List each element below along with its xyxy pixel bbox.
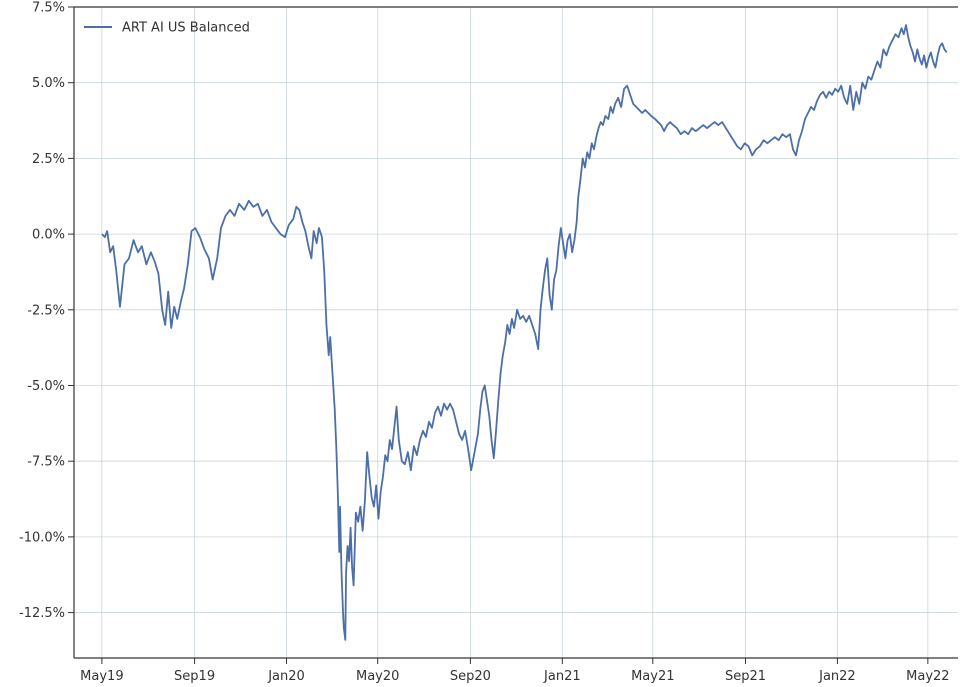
- legend: ART AI US Balanced: [84, 21, 250, 36]
- y-tick-label: 5.0%: [32, 76, 65, 91]
- y-tick-label: -7.5%: [27, 455, 65, 470]
- y-tick-label: -10.0%: [19, 530, 65, 545]
- tick-layer: 7.5% 5.0% 2.5% 0.0% -2.5% -5.0% -7.5% -10.0% -12…: [19, 1, 950, 685]
- x-tick-label: Sep19: [174, 669, 215, 684]
- grid-layer: [74, 6, 958, 658]
- x-tick-label: Sep21: [725, 669, 766, 684]
- legend-label: ART AI US Balanced: [122, 21, 250, 36]
- y-tick-label: -2.5%: [27, 303, 65, 318]
- y-tick-label: 0.0%: [32, 228, 65, 243]
- y-tick-label: 2.5%: [32, 152, 65, 167]
- x-tick-label: May21: [631, 669, 674, 684]
- x-tick-label: Jan21: [543, 669, 581, 684]
- x-tick-label: May19: [80, 669, 123, 684]
- series-line: [101, 24, 948, 641]
- y-tick-label: -12.5%: [19, 606, 65, 621]
- x-tick-label: Jan20: [267, 669, 305, 684]
- x-tick-label: Jan22: [818, 669, 856, 684]
- y-tick-label: 7.5%: [32, 1, 65, 16]
- axes-layer: [73, 6, 958, 659]
- y-tick-label: -5.0%: [27, 379, 65, 394]
- x-tick-label: May20: [356, 669, 399, 684]
- x-tick-label: Sep20: [450, 669, 491, 684]
- series-layer: [101, 24, 948, 641]
- x-tick-label: May22: [906, 669, 949, 684]
